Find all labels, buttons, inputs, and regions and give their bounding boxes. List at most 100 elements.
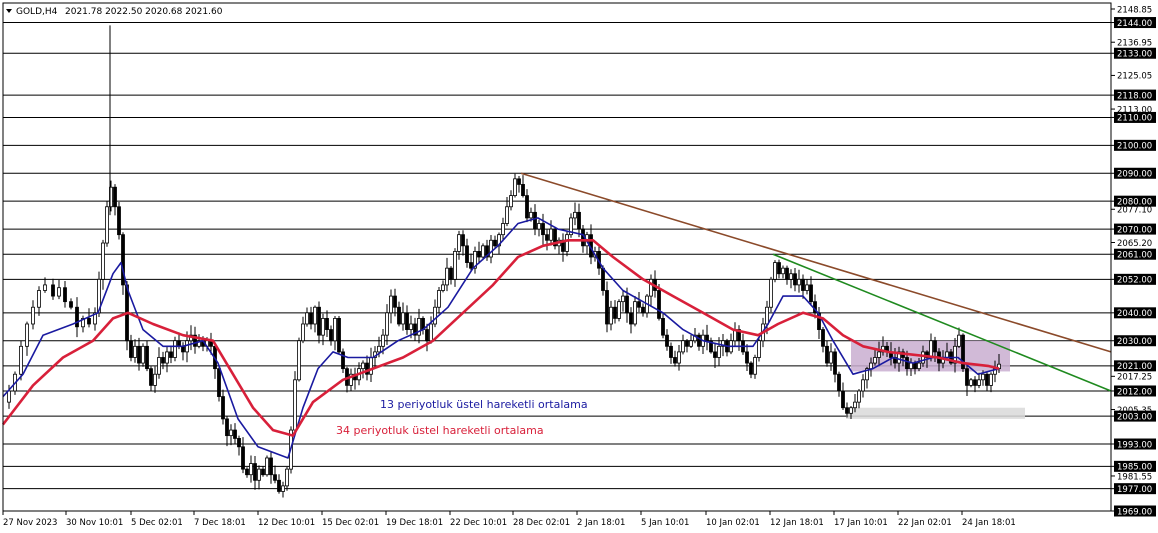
candle-body (149, 368, 153, 386)
ema13-line (2, 217, 1000, 459)
candle-body (877, 351, 881, 358)
candle-body (981, 373, 985, 381)
candle-body (19, 345, 23, 375)
candle-body (229, 429, 233, 437)
candle-body (781, 267, 785, 275)
y-tick-label-box (1114, 335, 1156, 347)
x-tick-label: 7 Dec 18:01 (194, 518, 246, 528)
y-tick-label-box (1114, 223, 1156, 235)
y-tick-label: 2061.00 (1117, 251, 1152, 261)
candle-body (157, 357, 161, 375)
candle-body (31, 306, 35, 325)
y-tick-label: 2065.20 (1117, 239, 1152, 249)
candle-body (913, 362, 917, 370)
y-tick-label: 2030.00 (1117, 337, 1152, 347)
y-tick-label-box (1114, 460, 1156, 472)
candle-body (681, 340, 685, 353)
ohlc-values: 2021.78 2022.50 2020.68 2021.60 (65, 7, 223, 17)
candle-body (545, 234, 549, 241)
candle-body (441, 284, 445, 291)
candle-body (481, 245, 485, 258)
candle-body (957, 334, 961, 347)
time-axis: 27 Nov 2023 30 Nov 10:01 5 Dec 02:01 7 Dec … (2, 511, 1016, 528)
candle-body (241, 446, 245, 470)
candle-body (617, 301, 621, 319)
y-tick-label: 1977.00 (1117, 485, 1152, 495)
candle-body (793, 273, 797, 286)
candle-body (789, 273, 793, 280)
green-trendline (772, 253, 1112, 392)
candle-body (705, 334, 709, 342)
candle-body (245, 468, 249, 476)
x-tick-label: 28 Dec 02:01 (513, 518, 570, 528)
candle-body (63, 287, 67, 303)
y-tick-label: 2144.00 (1117, 19, 1152, 29)
y-tick-label: 2118.00 (1117, 91, 1152, 101)
candle-body (961, 334, 965, 370)
candle-body (249, 463, 253, 476)
candle-body (43, 284, 47, 291)
candle-body (953, 345, 957, 364)
y-tick-label-box (1114, 195, 1156, 207)
candle-body (713, 351, 717, 358)
candle-body (75, 306, 79, 328)
y-tick-label-box (1114, 139, 1156, 151)
candle-body (973, 379, 977, 386)
candle-body (233, 429, 237, 439)
candle-body (485, 245, 489, 258)
candle-body (285, 468, 289, 487)
candle-body (577, 211, 581, 230)
candle-body (453, 251, 457, 280)
candle-body (505, 206, 509, 224)
candle-body (541, 223, 545, 236)
candle-body (449, 267, 453, 280)
candle-body (437, 290, 441, 308)
candle-body (113, 186, 117, 208)
candle-body (493, 239, 497, 247)
candle-body (513, 178, 517, 196)
candle-body (745, 351, 749, 364)
candle-body (341, 351, 345, 370)
candle-body (81, 318, 85, 328)
dropdown-arrow-icon[interactable] (6, 9, 12, 13)
chart-header: GOLD,H4 2021.78 2022.50 2020.68 2021.60 (6, 7, 223, 17)
candle-body (965, 368, 969, 386)
y-tick-label-box (1114, 505, 1156, 517)
y-tick-label: 2003.00 (1117, 412, 1152, 422)
candle-body (609, 306, 613, 325)
candle-body (181, 345, 185, 353)
candle-body (477, 251, 481, 258)
candle-body (821, 329, 825, 347)
candle-body (869, 362, 873, 370)
candle-body (625, 295, 629, 314)
candle-body (865, 368, 869, 381)
y-tick-label: 2080.00 (1117, 197, 1152, 207)
candle-body (145, 345, 149, 370)
candle-body (629, 312, 633, 325)
candle-body (853, 401, 857, 409)
candle-body (317, 306, 321, 336)
x-tick-label: 15 Dec 02:01 (322, 518, 379, 528)
brown-trendline (520, 172, 1112, 353)
y-tick-label: 2100.00 (1117, 142, 1152, 152)
candle-body (313, 306, 317, 325)
candle-body (385, 312, 389, 336)
x-tick-label: 5 Dec 02:01 (131, 518, 183, 528)
candle-body (601, 267, 605, 291)
candle-body (129, 340, 133, 358)
candle-body (101, 242, 105, 280)
candle-body (845, 407, 849, 414)
candle-body (689, 340, 693, 347)
candle-body (141, 345, 145, 364)
y-tick-label: 2133.00 (1117, 50, 1152, 60)
candle-body (417, 318, 421, 336)
candle-body (51, 284, 55, 297)
candle-body (637, 301, 641, 308)
candle-body (533, 211, 537, 230)
candle-body (57, 287, 61, 297)
y-tick-label-box (1114, 273, 1156, 285)
candle-body (237, 438, 241, 448)
y-tick-label-box (1114, 360, 1156, 372)
